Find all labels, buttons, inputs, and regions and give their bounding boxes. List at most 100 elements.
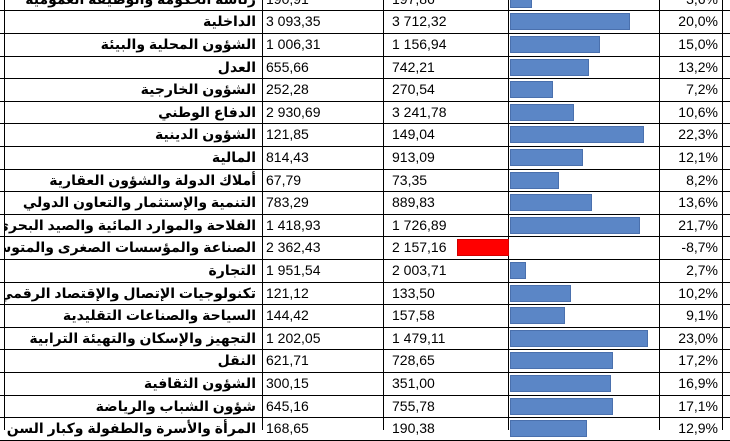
change-percent: 10,6% xyxy=(678,103,718,120)
change-bar xyxy=(510,0,532,8)
ministry-name: النقل xyxy=(217,352,256,369)
ministry-name: الشؤون الدينية xyxy=(155,126,256,143)
change-bar xyxy=(510,397,613,415)
value-current: 3 241,78 xyxy=(392,103,447,120)
ministry-name: الدفاع الوطني xyxy=(158,103,256,120)
grid-hline xyxy=(0,259,730,260)
change-bar xyxy=(510,329,648,347)
change-percent: 7,2% xyxy=(686,81,718,98)
value-previous: 621,71 xyxy=(266,352,309,369)
table-row: الشؤون الثقافية 300,15 351,00 16,9% xyxy=(0,372,730,395)
change-percent: 10,2% xyxy=(678,284,718,301)
change-bar xyxy=(510,216,641,234)
value-current: 2 157,16 xyxy=(392,239,447,256)
table-row: الدفاع الوطني 2 930,69 3 241,78 10,6% xyxy=(0,101,730,124)
grid-hline xyxy=(0,100,730,102)
table-row: المالية 814,43 913,09 12,1% xyxy=(0,146,730,169)
ministry-name: شؤون الشباب والرياضة xyxy=(95,397,256,414)
grid-hline xyxy=(0,191,730,193)
grid-vline xyxy=(383,0,384,430)
ministry-name: الشؤون المحلية والبيئة xyxy=(100,36,256,52)
grid-hline xyxy=(0,123,730,125)
value-current: 133,50 xyxy=(392,284,435,301)
value-previous: 121,12 xyxy=(266,284,309,301)
change-percent: 17,2% xyxy=(678,352,718,369)
change-percent: 2,7% xyxy=(686,262,718,278)
value-current: 1 156,94 xyxy=(392,36,447,52)
change-bar xyxy=(510,103,574,121)
value-current: 1 726,89 xyxy=(392,216,447,233)
table-row: رئاسة الحكومة والوظيفة العمومية190,91197… xyxy=(0,0,730,10)
grid-hline xyxy=(0,349,730,351)
grid-hline xyxy=(0,417,730,419)
grid-hline xyxy=(0,146,730,147)
change-bar xyxy=(510,375,612,392)
ministry-name: الشؤون الخارجية xyxy=(140,81,256,98)
ministry-name: التجهيز والإسكان والتهيئة الترابية xyxy=(29,329,256,346)
grid-hline xyxy=(0,304,730,306)
change-bar xyxy=(456,239,509,257)
value-current: 190,38 xyxy=(392,420,435,437)
value-current: 351,00 xyxy=(392,375,435,391)
table-row: الصناعة والمؤسسات الصغرى والمتوسطة 2 362,… xyxy=(0,236,730,259)
table-row: الداخلية 3 093,35 3 712,32 20,0% xyxy=(0,10,730,33)
value-previous: 3 093,35 xyxy=(266,13,321,30)
ministry-name: أملاك الدولة والشؤون العقارية xyxy=(49,171,256,188)
value-previous: 783,29 xyxy=(266,194,309,211)
table-row: العدل 655,66 742,21 13,2% xyxy=(0,56,730,79)
value-previous: 190,91 xyxy=(262,0,383,10)
change-percent: 3,6% xyxy=(660,0,720,10)
table-row: الشؤون المحلية والبيئة 1 006,31 1 156,94 15… xyxy=(0,33,730,56)
value-previous: 2 362,43 xyxy=(266,239,321,256)
table-row: النقل 621,71 728,65 17,2% xyxy=(0,349,730,372)
ministry-name: الداخلية xyxy=(203,13,256,30)
grid-hline xyxy=(0,10,730,12)
value-previous: 121,85 xyxy=(266,126,309,143)
value-previous: 168,65 xyxy=(266,420,309,437)
ministry-name: الصناعة والمؤسسات الصغرى والمتوسطة xyxy=(4,239,256,256)
change-bar xyxy=(510,420,588,438)
value-current: 728,65 xyxy=(392,352,435,369)
table-row: شؤون الشباب والرياضة 645,16 755,78 17,1% xyxy=(0,395,730,418)
grid-vline xyxy=(4,0,5,430)
table-row: الفلاحة والموارد المائية والصيد البحري 1 … xyxy=(0,214,730,237)
table-row: الشؤون الدينية 121,85 149,04 22,3% xyxy=(0,123,730,146)
change-percent: 23,0% xyxy=(678,329,718,346)
change-percent: 21,7% xyxy=(678,216,718,233)
change-bar xyxy=(510,307,565,325)
ministry-name: السياحة والصناعات التقليدية xyxy=(62,307,256,324)
value-previous: 1 418,93 xyxy=(266,216,321,233)
value-previous: 655,66 xyxy=(266,58,309,75)
grid-vline xyxy=(508,0,509,430)
grid-hline xyxy=(0,326,730,328)
change-percent: 22,3% xyxy=(678,126,718,143)
grid-hline xyxy=(0,394,730,396)
change-bar xyxy=(510,284,572,302)
value-current: 270,54 xyxy=(392,81,435,98)
change-bar xyxy=(510,262,527,279)
change-bar xyxy=(510,194,592,212)
change-bar xyxy=(510,126,644,144)
value-current: 2 003,71 xyxy=(392,262,447,278)
value-previous: 144,42 xyxy=(266,307,309,324)
value-previous: 1 006,31 xyxy=(266,36,321,52)
value-previous: 67,79 xyxy=(266,171,302,188)
grid-hline xyxy=(0,281,730,283)
value-current: 73,35 xyxy=(392,171,428,188)
table-row: السياحة والصناعات التقليدية 144,42 157,58 9… xyxy=(0,304,730,327)
change-percent: 15,0% xyxy=(678,36,718,52)
change-percent: -8,7% xyxy=(681,239,718,256)
change-percent: 17,1% xyxy=(678,397,718,414)
ministry-name: العدل xyxy=(217,58,256,75)
change-percent: 16,9% xyxy=(678,375,718,391)
grid-vline xyxy=(722,0,723,430)
change-percent: 13,2% xyxy=(678,58,718,75)
change-bar xyxy=(510,13,630,31)
value-current: 889,83 xyxy=(392,194,435,211)
grid-hline xyxy=(0,78,730,80)
change-bar xyxy=(510,58,590,76)
change-percent: 12,9% xyxy=(678,420,718,437)
change-percent: 8,2% xyxy=(686,171,718,188)
table-row: التجارة 1 951,54 2 003,71 2,7% xyxy=(0,259,730,282)
